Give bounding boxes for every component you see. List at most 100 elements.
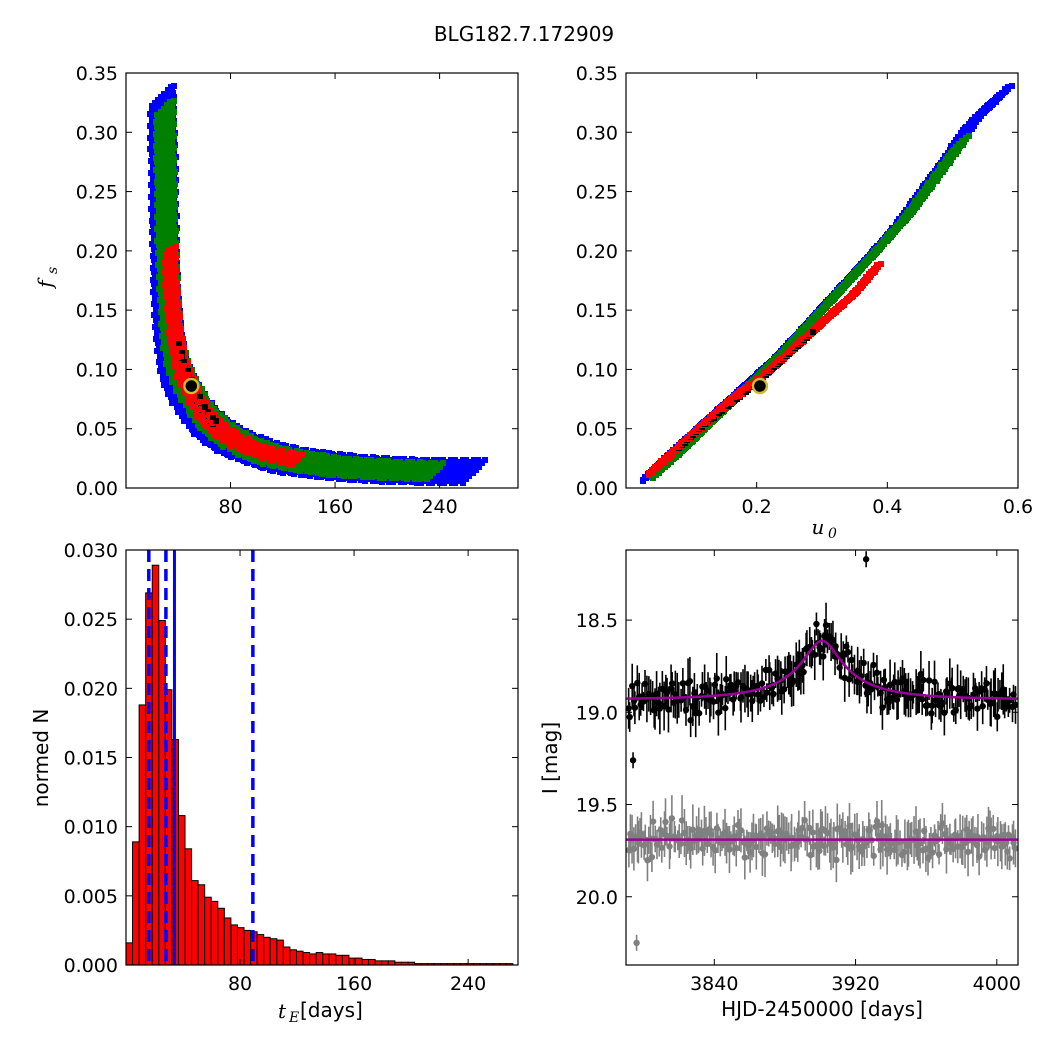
confidence-cell <box>432 460 438 466</box>
confidence-cell <box>170 198 176 204</box>
confidence-cell <box>167 147 173 153</box>
confidence-cell <box>409 459 415 465</box>
confidence-cell <box>456 459 462 465</box>
confidence-cell <box>243 430 249 436</box>
confidence-cell <box>173 296 179 302</box>
confidence-cell <box>211 444 217 450</box>
confidence-cell <box>174 308 180 314</box>
confidence-cell <box>418 468 424 474</box>
confidence-cell <box>452 457 458 463</box>
confidence-cell <box>995 94 1001 100</box>
confidence-cell <box>147 135 153 141</box>
confidence-cell <box>332 464 338 470</box>
confidence-cell <box>169 327 175 333</box>
x-tick-label: 80 <box>218 496 242 518</box>
confidence-cell <box>171 249 177 255</box>
confidence-cell <box>172 216 178 222</box>
confidence-cell <box>171 157 177 163</box>
confidence-cell <box>452 480 458 486</box>
confidence-cell <box>296 453 302 459</box>
confidence-cell <box>383 467 389 473</box>
confidence-cell <box>408 478 414 484</box>
confidence-cell <box>172 304 178 310</box>
confidence-cell <box>169 288 175 294</box>
confidence-cell <box>198 399 204 405</box>
confidence-cell <box>173 243 179 249</box>
confidence-cell <box>300 452 306 458</box>
confidence-cell <box>167 190 173 196</box>
confidence-cell <box>1005 84 1011 90</box>
confidence-cell <box>154 278 160 284</box>
confidence-cell <box>154 148 160 154</box>
confidence-cell <box>170 186 176 192</box>
confidence-cell <box>167 111 173 117</box>
confidence-cell <box>285 459 291 465</box>
confidence-cell <box>148 206 154 212</box>
confidence-cell <box>154 329 160 335</box>
confidence-cell <box>320 452 326 458</box>
confidence-cell <box>157 199 163 205</box>
confidence-cell <box>388 473 394 479</box>
confidence-cell <box>299 459 305 465</box>
confidence-cell <box>172 397 178 403</box>
confidence-cell <box>167 99 173 105</box>
confidence-cell <box>962 125 968 131</box>
confidence-cell <box>466 472 472 478</box>
confidence-cell <box>446 468 452 474</box>
confidence-cell <box>202 440 208 446</box>
confidence-cell <box>159 149 165 155</box>
confidence-cell <box>149 241 155 247</box>
confidence-cell <box>167 283 173 289</box>
confidence-cell <box>250 444 256 450</box>
confidence-cell <box>231 440 237 446</box>
confidence-cell <box>280 470 286 476</box>
confidence-cell <box>168 170 174 176</box>
confidence-cell <box>173 228 179 234</box>
confidence-cell <box>238 433 244 439</box>
confidence-cell <box>170 210 176 216</box>
confidence-cell <box>172 273 178 279</box>
confidence-cell <box>171 145 177 151</box>
confidence-cell <box>171 121 177 127</box>
confidence-cell <box>230 427 236 433</box>
confidence-cell <box>178 326 184 332</box>
confidence-cell <box>346 456 352 462</box>
confidence-cell <box>447 473 453 479</box>
confidence-cell <box>214 434 220 440</box>
confidence-cell <box>403 471 409 477</box>
confidence-cell <box>467 459 473 465</box>
confidence-cell <box>148 182 154 188</box>
confidence-cell <box>368 457 374 463</box>
confidence-cell <box>171 292 177 298</box>
confidence-cell <box>429 480 435 486</box>
confidence-cell <box>404 476 410 482</box>
confidence-cell <box>176 341 182 347</box>
confidence-cell <box>445 464 451 470</box>
confidence-cell <box>172 181 178 187</box>
confidence-cell <box>193 408 199 414</box>
confidence-cell <box>170 175 176 181</box>
confidence-cell <box>338 457 344 463</box>
confidence-cell <box>156 286 162 292</box>
confidence-cell <box>419 473 425 479</box>
confidence-cell <box>157 223 163 229</box>
confidence-cell <box>324 453 330 459</box>
confidence-cell <box>169 139 175 145</box>
confidence-cell <box>374 463 380 469</box>
confidence-cell <box>336 466 342 472</box>
confidence-cell <box>161 165 167 171</box>
confidence-cell <box>162 282 168 288</box>
confidence-cell <box>165 174 171 180</box>
confidence-cell <box>187 412 193 418</box>
confidence-cell <box>317 460 323 466</box>
confidence-cell <box>162 110 168 116</box>
confidence-cell <box>185 359 191 365</box>
confidence-cell <box>159 302 165 308</box>
confidence-cell <box>154 124 160 130</box>
confidence-cell <box>193 390 199 396</box>
confidence-cell <box>174 267 180 273</box>
confidence-cell <box>173 316 179 322</box>
confidence-cell <box>175 320 181 326</box>
confidence-cell <box>170 163 176 169</box>
axes-frame <box>125 72 519 489</box>
